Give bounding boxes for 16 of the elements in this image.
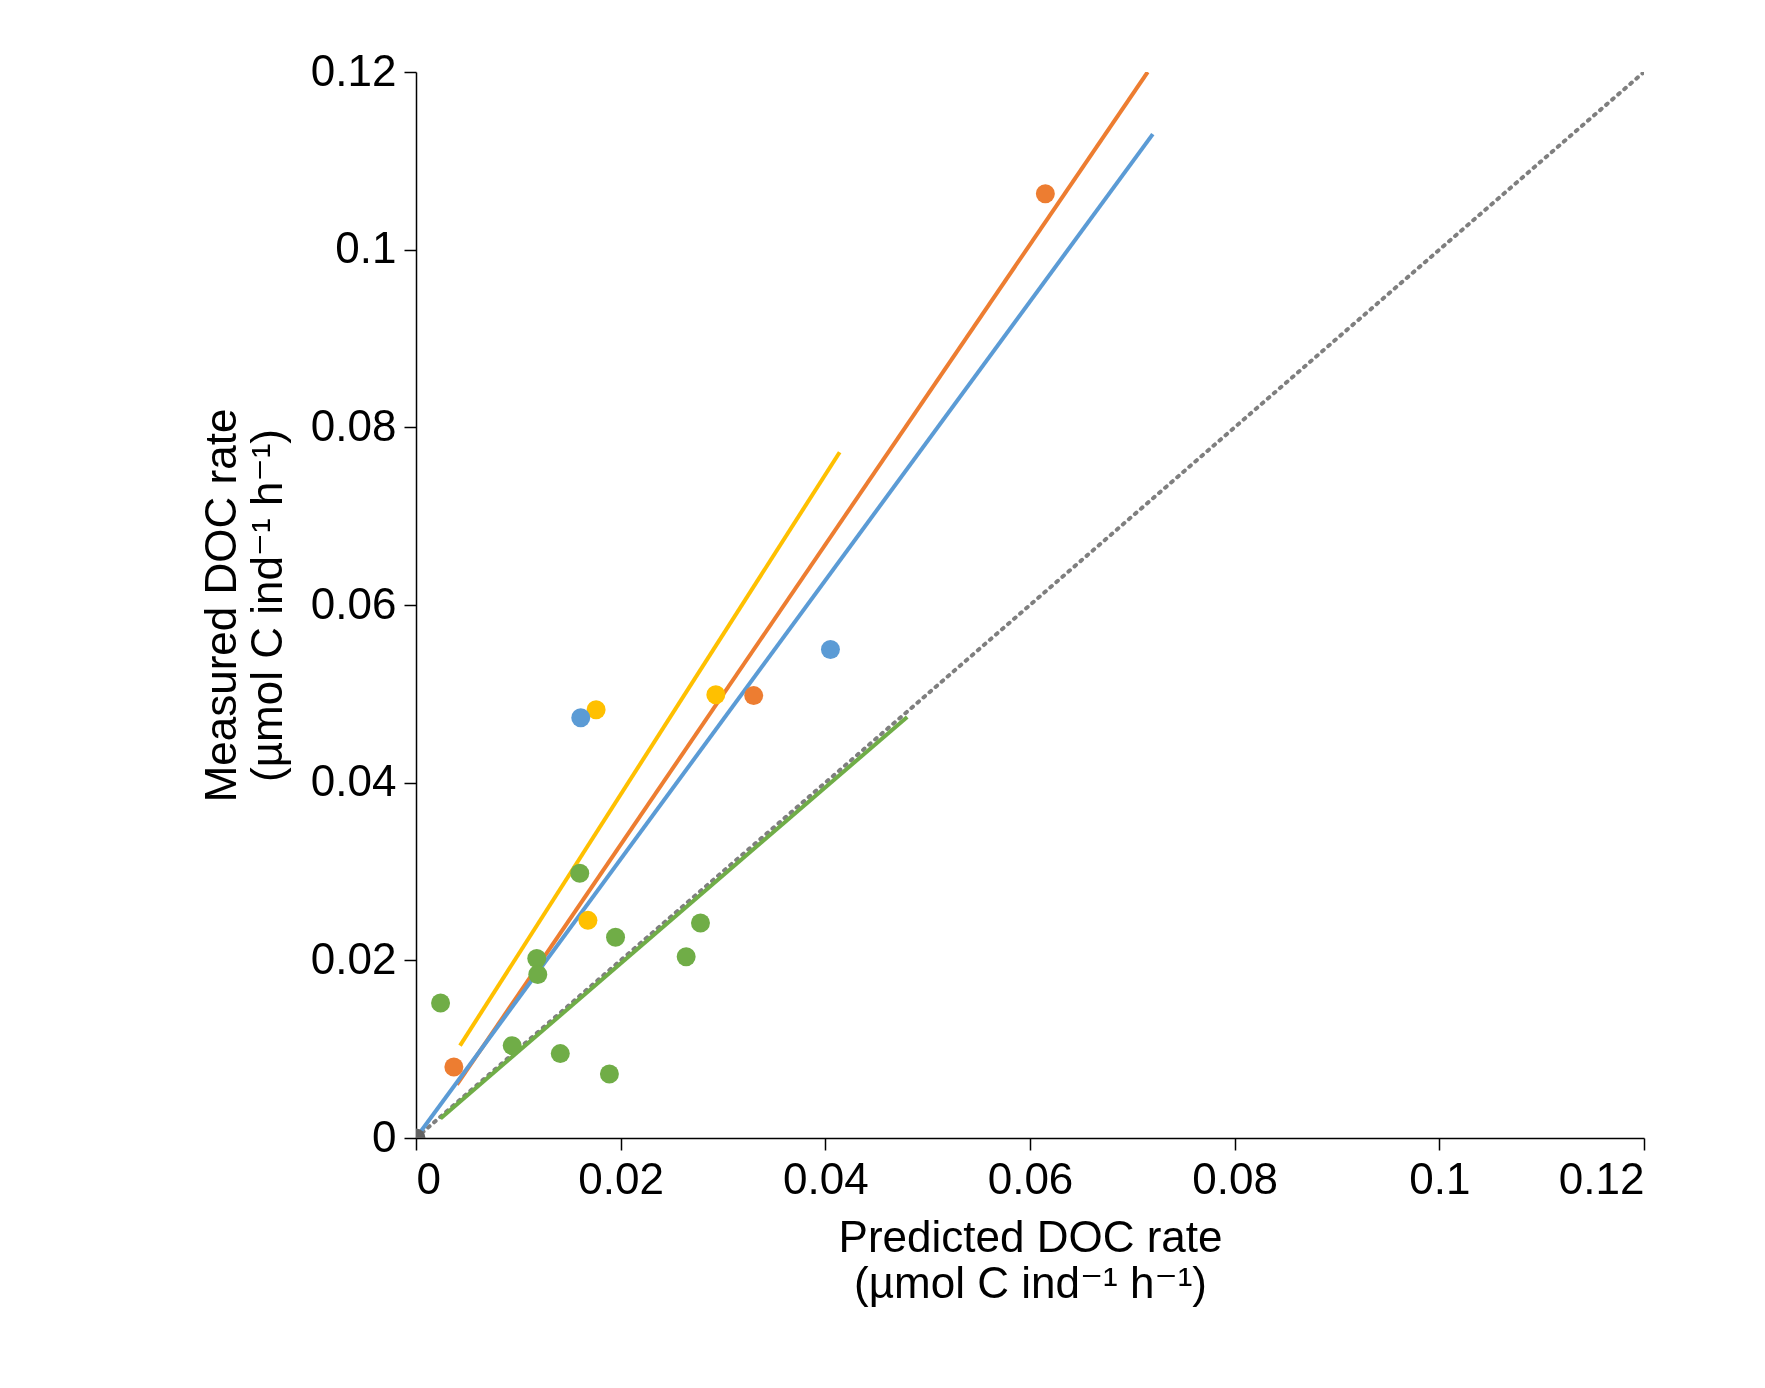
y-tick-label: 0	[372, 1111, 397, 1161]
x-tick-label: 0.12	[1558, 1153, 1645, 1203]
x-tick-label: 0.1	[1409, 1153, 1471, 1203]
y-tick-label: 0.04	[310, 756, 397, 806]
y-tick-label: 0.1	[335, 223, 397, 273]
y-tick-label: 0.06	[310, 578, 397, 628]
y-axis-title: Measured DOC rate (µmol C ind⁻¹ h⁻¹)	[195, 408, 291, 803]
x-tick-label: 0.04	[783, 1153, 869, 1203]
x-tick-label: 0.02	[578, 1153, 664, 1203]
x-axis-title: Predicted DOC rate (µmol C ind⁻¹ h⁻¹)	[838, 1211, 1223, 1307]
x-tick-label: 0.08	[1192, 1153, 1278, 1203]
y-tick-label: 0.02	[310, 933, 397, 983]
x-tick-label: 0.06	[987, 1153, 1074, 1203]
y-tick-label: 0.12	[310, 45, 397, 95]
x-tick-label: 0	[416, 1153, 441, 1203]
y-tick-label: 0.08	[310, 400, 397, 450]
